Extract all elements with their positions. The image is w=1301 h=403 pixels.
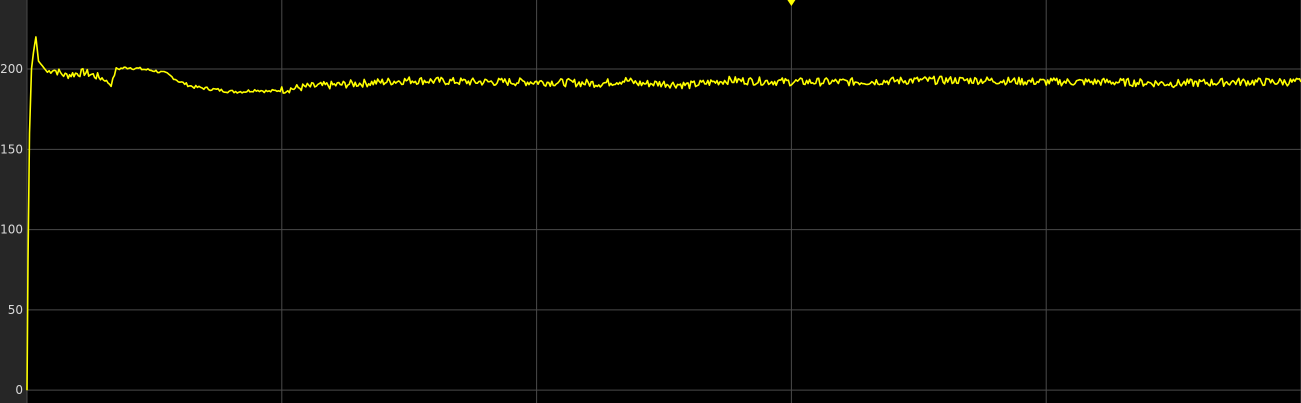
signal-series [26,36,1301,391]
plot-area [27,0,1301,403]
grid-lines [26,0,1301,403]
y-axis-ticks: 0 50 100 150 200 [0,62,23,397]
y-tick-label: 50 [8,303,23,317]
y-tick-label: 100 [0,223,23,237]
trigger-marker[interactable] [787,0,796,6]
y-tick-label: 0 [15,383,23,397]
down-triangle-icon[interactable] [787,0,796,6]
y-tick-label: 200 [0,62,23,76]
series-line [26,36,1301,391]
y-tick-label: 150 [0,142,23,156]
